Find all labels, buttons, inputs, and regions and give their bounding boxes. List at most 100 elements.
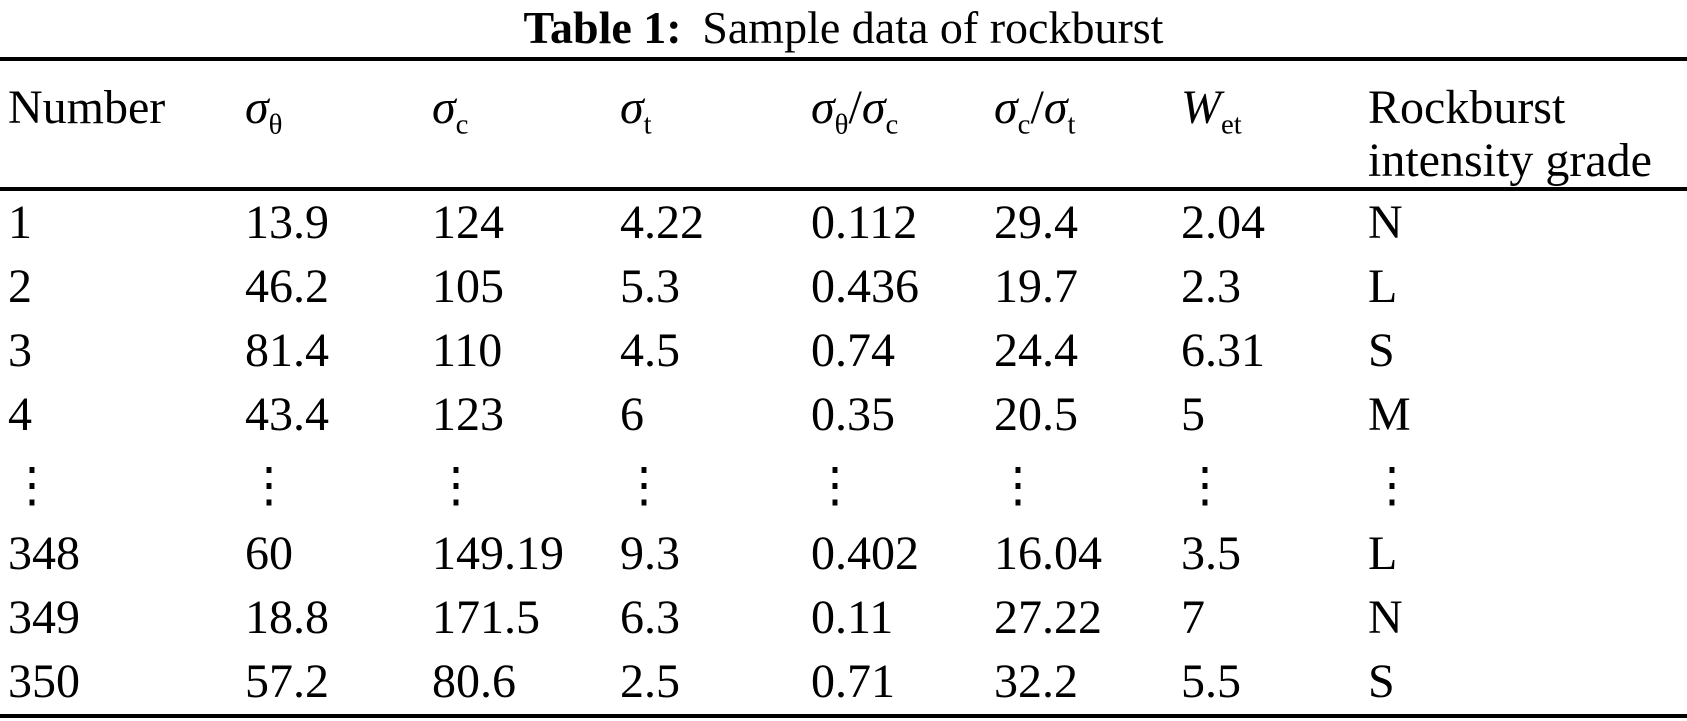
cell-sigma-theta-over-sigma-c: 0.436 [811, 260, 919, 313]
cell-sigma-theta: 46.2 [245, 260, 329, 313]
cell-sigma-c-over-sigma-t: 19.7 [994, 260, 1078, 313]
cell-sigma-theta-over-sigma-c: 0.74 [811, 324, 895, 377]
cell-sigma-theta: 43.4 [245, 388, 329, 441]
header-text: / [1030, 81, 1044, 134]
cell-sigma-theta: 81.4 [245, 324, 329, 377]
cell-sigma-theta-over-sigma-c: 0.71 [811, 655, 895, 708]
table-row: 2 46.2 105 5.3 0.436 19.7 2.3 L [0, 255, 1687, 319]
table-header-row: Number σθ σc σt σθ/σc σc/σt Wet Rockburst inten… [0, 59, 1687, 191]
table-body: 1 13.9 124 4.22 0.112 29.4 2.04 N 2 46.2 105 5.3 0.4… [0, 189, 1687, 716]
ellipsis-sigma-theta: ⋮ [245, 456, 293, 513]
cell-wet: 6.31 [1181, 324, 1265, 377]
header-text: W [1181, 81, 1221, 134]
cell-sigma-c-over-sigma-t: 20.5 [994, 388, 1078, 441]
col-header-number: Number [0, 59, 245, 191]
header-text: σ [245, 81, 269, 134]
cell-sigma-theta: 60 [245, 527, 293, 580]
cell-sigma-t: 4.22 [620, 196, 704, 249]
cell-sigma-theta-over-sigma-c: 0.112 [811, 196, 918, 249]
cell-rockburst-intensity-grade: L [1368, 260, 1398, 313]
cell-rockburst-intensity-grade: S [1368, 655, 1395, 708]
cell-sigma-t: 4.5 [620, 324, 680, 377]
cell-sigma-c: 171.5 [432, 591, 540, 644]
table-row: 1 13.9 124 4.22 0.112 29.4 2.04 N [0, 189, 1687, 255]
ellipsis-number: ⋮ [8, 456, 56, 513]
table-caption-label: Table 1: [523, 2, 682, 53]
cell-sigma-t: 6 [620, 388, 644, 441]
table-row: 3 81.4 110 4.5 0.74 24.4 6.31 S [0, 319, 1687, 383]
table-row: 349 18.8 171.5 6.3 0.11 27.22 7 N [0, 586, 1687, 650]
ellipsis-sigma-c-over-sigma-t: ⋮ [994, 456, 1042, 513]
header-text: σ [811, 81, 835, 134]
table-caption-text: Sample data of rockburst [702, 2, 1164, 53]
cell-number: 1 [8, 196, 32, 249]
header-subscript: θ [268, 108, 283, 141]
cell-number: 350 [8, 655, 80, 708]
header-text: σ [994, 81, 1018, 134]
cell-sigma-c-over-sigma-t: 24.4 [994, 324, 1078, 377]
cell-sigma-theta-over-sigma-c: 0.35 [811, 388, 895, 441]
header-text: σ [861, 81, 886, 134]
header-subscript: t [1067, 108, 1076, 141]
header-subscript: θ [834, 108, 849, 141]
table-row: 348 60 149.19 9.3 0.402 16.04 3.5 L [0, 522, 1687, 586]
cell-sigma-c-over-sigma-t: 16.04 [994, 527, 1102, 580]
header-text: Rockburst intensity grade [1368, 81, 1652, 187]
cell-sigma-theta-over-sigma-c: 0.11 [811, 591, 894, 644]
ellipsis-row: ⋮ ⋮ ⋮ ⋮ ⋮ ⋮ ⋮ ⋮ [0, 447, 1687, 522]
cell-sigma-t: 2.5 [620, 655, 680, 708]
cell-rockburst-intensity-grade: S [1368, 324, 1395, 377]
cell-sigma-c: 105 [432, 260, 504, 313]
cell-wet: 5 [1181, 388, 1205, 441]
col-header-sigma-theta: σθ [245, 59, 432, 191]
cell-rockburst-intensity-grade: N [1368, 591, 1403, 644]
col-header-sigma-t: σt [620, 59, 811, 191]
cell-number: 349 [8, 591, 80, 644]
header-text: σ [432, 81, 456, 134]
table-head: Number σθ σc σt σθ/σc σc/σt Wet Rockburst inten… [0, 59, 1687, 191]
cell-sigma-c: 80.6 [432, 655, 516, 708]
ellipsis-sigma-t: ⋮ [620, 456, 668, 513]
header-subscript: et [1220, 108, 1242, 141]
cell-sigma-c: 123 [432, 388, 504, 441]
header-text: σ [620, 81, 644, 134]
cell-sigma-theta: 18.8 [245, 591, 329, 644]
header-subscript: c [1017, 108, 1031, 141]
cell-wet: 2.3 [1181, 260, 1241, 313]
header-text: / [848, 81, 862, 134]
cell-number: 3 [8, 324, 32, 377]
cell-wet: 7 [1181, 591, 1205, 644]
header-text: σ [1043, 81, 1068, 134]
cell-sigma-c-over-sigma-t: 29.4 [994, 196, 1078, 249]
cell-sigma-t: 5.3 [620, 260, 680, 313]
cell-sigma-c-over-sigma-t: 27.22 [994, 591, 1102, 644]
cell-sigma-c: 110 [432, 324, 503, 377]
header-subscript: c [885, 108, 899, 141]
cell-number: 2 [8, 260, 32, 313]
ellipsis-sigma-c: ⋮ [432, 456, 480, 513]
cell-sigma-t: 6.3 [620, 591, 680, 644]
cell-sigma-c: 149.19 [432, 527, 564, 580]
col-header-wet: Wet [1181, 59, 1368, 191]
cell-sigma-theta-over-sigma-c: 0.402 [811, 527, 919, 580]
header-subscript: t [643, 108, 652, 141]
table-caption: Table 1: Sample data of rockburst [0, 0, 1687, 57]
ellipsis-rockburst-intensity-grade: ⋮ [1368, 456, 1416, 513]
cell-rockburst-intensity-grade: N [1368, 196, 1403, 249]
cell-sigma-c-over-sigma-t: 32.2 [994, 655, 1078, 708]
rockburst-data-table: Number σθ σc σt σθ/σc σc/σt Wet Rockburst inten… [0, 57, 1687, 718]
table-row: 350 57.2 80.6 2.5 0.71 32.2 5.5 S [0, 650, 1687, 716]
col-header-sigma-theta-over-sigma-c: σθ/σc [811, 59, 994, 191]
col-header-sigma-c-over-sigma-t: σc/σt [994, 59, 1181, 191]
cell-sigma-c: 124 [432, 196, 504, 249]
cell-rockburst-intensity-grade: L [1368, 527, 1398, 580]
cell-number: 4 [8, 388, 32, 441]
cell-sigma-t: 9.3 [620, 527, 680, 580]
cell-rockburst-intensity-grade: M [1368, 388, 1411, 441]
header-subscript: c [455, 108, 469, 141]
cell-wet: 2.04 [1181, 196, 1265, 249]
col-header-sigma-c: σc [432, 59, 620, 191]
header-text: Number [8, 81, 166, 134]
cell-sigma-theta: 57.2 [245, 655, 329, 708]
